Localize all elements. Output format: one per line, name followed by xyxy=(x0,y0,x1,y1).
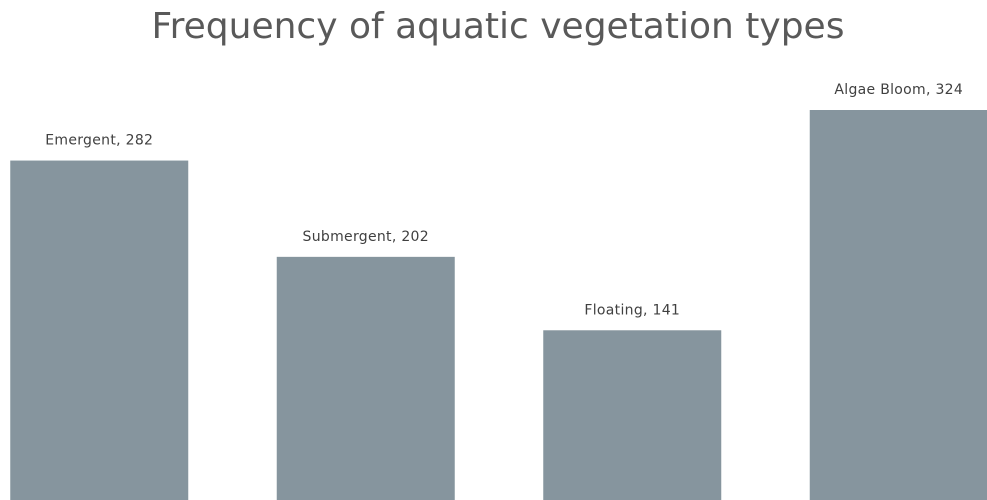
bar xyxy=(276,256,455,500)
bar xyxy=(543,330,722,500)
bar xyxy=(809,110,987,500)
data-label: Emergent, 282 xyxy=(45,133,153,149)
bar xyxy=(10,160,189,500)
chart-title: Frequency of aquatic vegetation types xyxy=(152,6,845,47)
data-label: Submergent, 202 xyxy=(303,229,429,245)
data-label: Floating, 141 xyxy=(584,302,680,318)
data-label: Algae Bloom, 324 xyxy=(834,82,963,98)
